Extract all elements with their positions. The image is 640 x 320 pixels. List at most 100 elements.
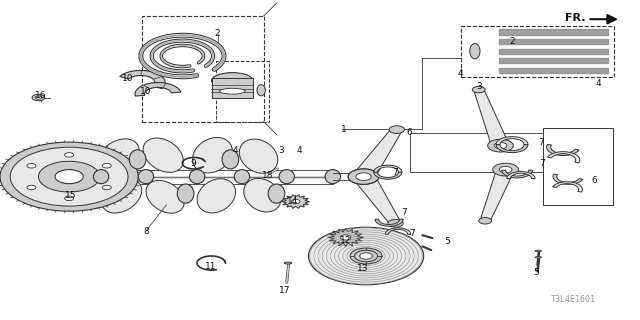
FancyBboxPatch shape (461, 26, 614, 77)
Ellipse shape (268, 184, 285, 203)
Polygon shape (507, 172, 535, 179)
Polygon shape (353, 175, 401, 224)
Circle shape (348, 169, 379, 184)
Circle shape (356, 173, 371, 180)
Circle shape (38, 161, 100, 192)
Circle shape (350, 248, 382, 264)
Polygon shape (328, 228, 364, 246)
Text: 5: 5 (444, 237, 449, 246)
Circle shape (479, 218, 492, 224)
Text: 12: 12 (340, 236, 351, 245)
Circle shape (340, 235, 351, 240)
Circle shape (35, 96, 42, 99)
Text: 4: 4 (596, 79, 601, 88)
Polygon shape (548, 152, 580, 163)
Text: 6: 6 (591, 176, 596, 185)
Ellipse shape (535, 257, 541, 258)
Text: 2: 2 (215, 29, 220, 38)
Text: 4: 4 (233, 146, 238, 155)
Text: 4: 4 (296, 146, 301, 155)
Polygon shape (135, 83, 180, 96)
Circle shape (494, 142, 507, 149)
Circle shape (356, 173, 371, 180)
Text: 5: 5 (533, 268, 538, 277)
Ellipse shape (279, 170, 294, 184)
Text: 14: 14 (287, 197, 299, 206)
Circle shape (27, 164, 36, 168)
Text: 16: 16 (35, 92, 46, 100)
Ellipse shape (93, 170, 109, 184)
Ellipse shape (189, 170, 205, 184)
Text: 10: 10 (122, 74, 134, 83)
Ellipse shape (129, 150, 146, 169)
Circle shape (102, 164, 111, 168)
Ellipse shape (211, 73, 253, 89)
Ellipse shape (244, 179, 281, 212)
Text: 7: 7 (402, 208, 407, 217)
Circle shape (360, 253, 372, 259)
Text: FR.: FR. (565, 12, 586, 23)
Ellipse shape (102, 179, 141, 213)
Circle shape (10, 147, 128, 206)
Text: 3: 3 (279, 146, 284, 155)
Polygon shape (496, 145, 528, 153)
Circle shape (389, 126, 404, 133)
Text: 18: 18 (262, 171, 273, 180)
Circle shape (472, 86, 485, 93)
Ellipse shape (138, 170, 154, 184)
Ellipse shape (325, 170, 340, 184)
Text: 10: 10 (140, 87, 152, 96)
Ellipse shape (220, 88, 245, 94)
Ellipse shape (284, 262, 292, 264)
Text: 13: 13 (357, 264, 369, 273)
Polygon shape (552, 182, 582, 192)
Polygon shape (282, 195, 310, 208)
Polygon shape (374, 172, 402, 179)
Circle shape (32, 94, 45, 101)
Circle shape (27, 185, 36, 190)
FancyBboxPatch shape (142, 16, 264, 122)
Ellipse shape (143, 138, 183, 172)
Ellipse shape (222, 150, 239, 169)
Text: 7: 7 (540, 159, 545, 168)
Text: 11: 11 (205, 262, 217, 271)
Ellipse shape (197, 179, 236, 213)
Text: 17: 17 (279, 286, 291, 295)
Polygon shape (553, 174, 583, 184)
Polygon shape (547, 144, 579, 156)
Circle shape (493, 163, 518, 176)
Polygon shape (480, 169, 515, 221)
Polygon shape (474, 89, 509, 147)
Text: 7: 7 (410, 229, 415, 238)
Text: 8: 8 (143, 227, 148, 236)
Circle shape (488, 139, 513, 152)
Circle shape (55, 170, 83, 184)
Ellipse shape (239, 139, 278, 173)
Polygon shape (502, 170, 532, 178)
Text: 9: 9 (191, 159, 196, 168)
Polygon shape (496, 137, 528, 145)
Text: 3: 3 (476, 82, 481, 91)
Ellipse shape (535, 250, 541, 252)
Ellipse shape (97, 139, 140, 175)
Ellipse shape (234, 170, 250, 184)
Text: T3L4E1601: T3L4E1601 (550, 295, 595, 304)
Circle shape (499, 166, 512, 173)
Polygon shape (353, 129, 402, 179)
Polygon shape (385, 228, 411, 234)
Text: 4: 4 (458, 69, 463, 78)
FancyBboxPatch shape (211, 78, 253, 98)
Circle shape (388, 220, 403, 227)
Ellipse shape (257, 84, 266, 96)
Circle shape (65, 196, 74, 201)
Polygon shape (374, 165, 402, 172)
Ellipse shape (146, 180, 184, 213)
Circle shape (0, 142, 138, 211)
Ellipse shape (177, 184, 194, 203)
Ellipse shape (193, 138, 232, 173)
Circle shape (355, 250, 378, 262)
Text: 15: 15 (65, 191, 76, 200)
Circle shape (65, 153, 74, 157)
Text: 7: 7 (539, 138, 544, 147)
Circle shape (308, 227, 424, 285)
